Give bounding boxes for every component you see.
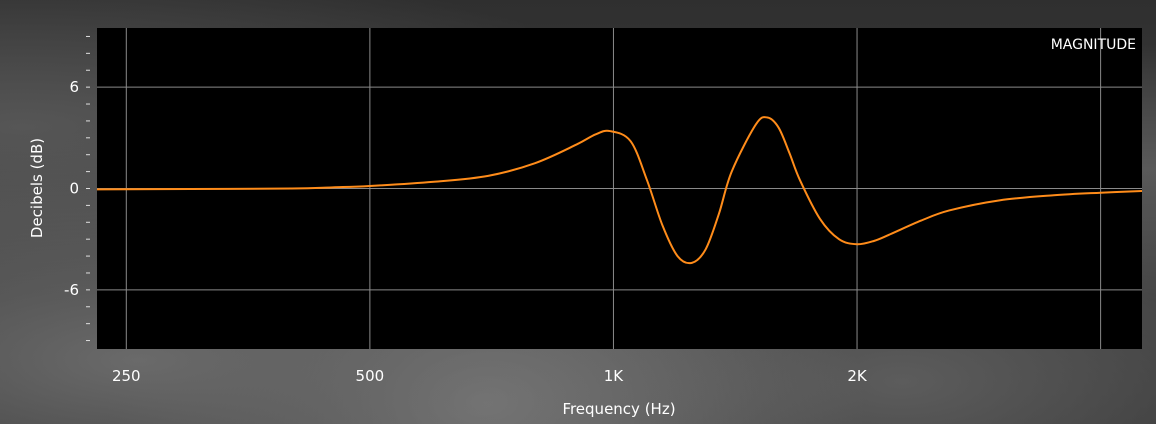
magnitude-curve [96,116,1143,265]
y-tick-label: 6 [69,78,79,96]
x-tick-label: 500 [356,367,385,385]
y-tick-label: -6 [64,281,79,299]
x-tick-label: 250 [112,367,141,385]
x-axis-label: Frequency (Hz) [562,400,675,418]
x-tick-label: 1K [604,367,625,385]
chart-badge: MAGNITUDE [1051,37,1136,53]
y-axis-ticks: 6 0 -6 [64,35,90,342]
y-tick-label: 0 [69,180,79,198]
y-axis-label: Decibels (dB) [28,138,46,238]
x-axis-ticks: 250 500 1K 2K [112,367,868,385]
x-tick-label: 2K [847,367,868,385]
